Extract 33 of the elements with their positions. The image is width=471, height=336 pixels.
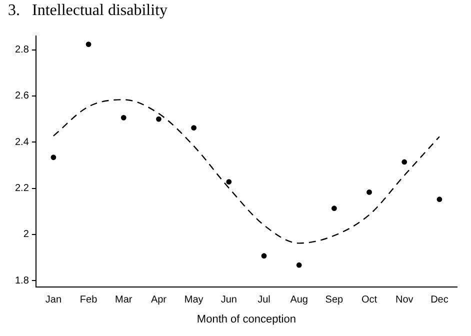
y-tick-label: 2 — [23, 229, 30, 240]
y-tick-label: 1.8 — [14, 275, 30, 286]
point — [261, 253, 267, 259]
x-tick-label: Nov — [395, 294, 414, 306]
point — [366, 190, 372, 195]
x-tick-label: Jun — [220, 294, 237, 306]
point — [296, 262, 302, 268]
x-tick-label: May — [184, 294, 204, 306]
x-axis-title: Month of conception — [196, 313, 296, 326]
point — [120, 114, 126, 120]
chart-title: 3. Intellectual disability — [8, 2, 168, 20]
x-tick-label: Feb — [80, 294, 98, 306]
point — [156, 116, 162, 122]
y-tick-label: 2.2 — [14, 183, 30, 194]
x-tick-label: Aug — [290, 294, 308, 306]
point — [226, 179, 232, 185]
line-series — [52, 99, 440, 244]
point — [436, 196, 442, 202]
y-tick-label: 2.8 — [14, 44, 30, 56]
point — [402, 159, 408, 165]
x-tick-label: Jan — [45, 294, 62, 306]
x-tick-label: Sep — [325, 294, 344, 306]
y-tick-label: 2.6 — [14, 90, 30, 102]
point — [191, 125, 197, 131]
x-tick-label: Apr — [150, 294, 168, 306]
point — [86, 42, 92, 48]
point — [50, 154, 56, 160]
x-tick-label: Oct — [361, 294, 378, 306]
x-tick-label: Mar — [115, 294, 133, 306]
y-tick-label: 2.4 — [14, 136, 30, 148]
point — [331, 206, 337, 212]
x-tick-label: Jul — [258, 294, 270, 306]
x-tick-label: Dec — [430, 294, 448, 306]
